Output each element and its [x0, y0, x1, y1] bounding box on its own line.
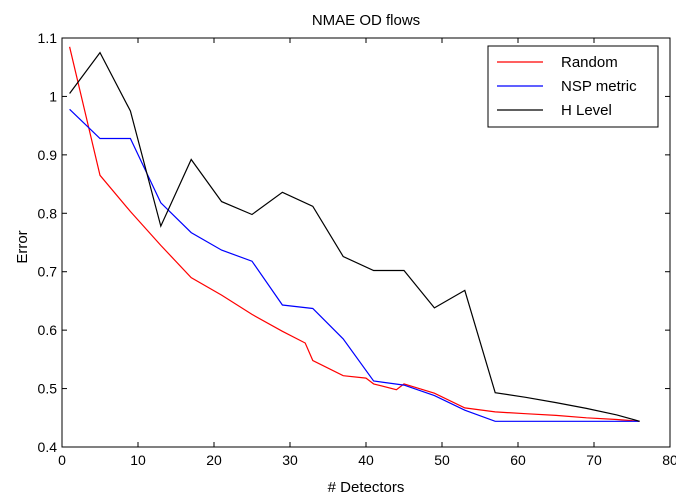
chart-title: NMAE OD flows [312, 12, 420, 29]
y-tick-label: 0.8 [38, 205, 58, 221]
x-tick-label: 20 [206, 452, 222, 468]
legend-label-0: Random [561, 54, 618, 71]
legend-box [487, 45, 659, 128]
legend-label-2: H Level [561, 102, 612, 119]
y-tick-label: 0.6 [38, 322, 58, 338]
y-tick-label: 0.9 [38, 147, 58, 163]
x-tick-label: 60 [510, 452, 526, 468]
y-tick-label: 0.4 [38, 439, 58, 455]
x-tick-label: 50 [434, 452, 450, 468]
x-tick-label: 10 [130, 452, 146, 468]
y-axis: 0.4 0.5 0.6 0.7 0.8 0.9 1 1.1 [38, 30, 670, 455]
legend: Random NSP metric H Level [487, 45, 659, 128]
y-tick-label: 0.5 [38, 381, 58, 397]
x-tick-label: 70 [586, 452, 602, 468]
legend-label-1: NSP metric [561, 78, 637, 95]
series-line-1 [69, 108, 640, 422]
series-group [69, 46, 640, 422]
x-tick-label: 0 [58, 452, 66, 468]
x-tick-label: 40 [358, 452, 374, 468]
series-line-0 [69, 46, 640, 422]
y-tick-label: 1 [49, 88, 57, 104]
y-tick-label: 1.1 [38, 30, 58, 46]
x-axis-label: # Detectors [328, 479, 405, 496]
x-tick-label: 80 [662, 452, 676, 468]
series-line-2 [69, 51, 640, 422]
y-axis-label: Error [14, 230, 31, 263]
x-axis: 0 10 20 30 40 50 60 70 80 [58, 38, 676, 468]
x-tick-label: 30 [282, 452, 298, 468]
y-tick-label: 0.7 [38, 264, 58, 280]
